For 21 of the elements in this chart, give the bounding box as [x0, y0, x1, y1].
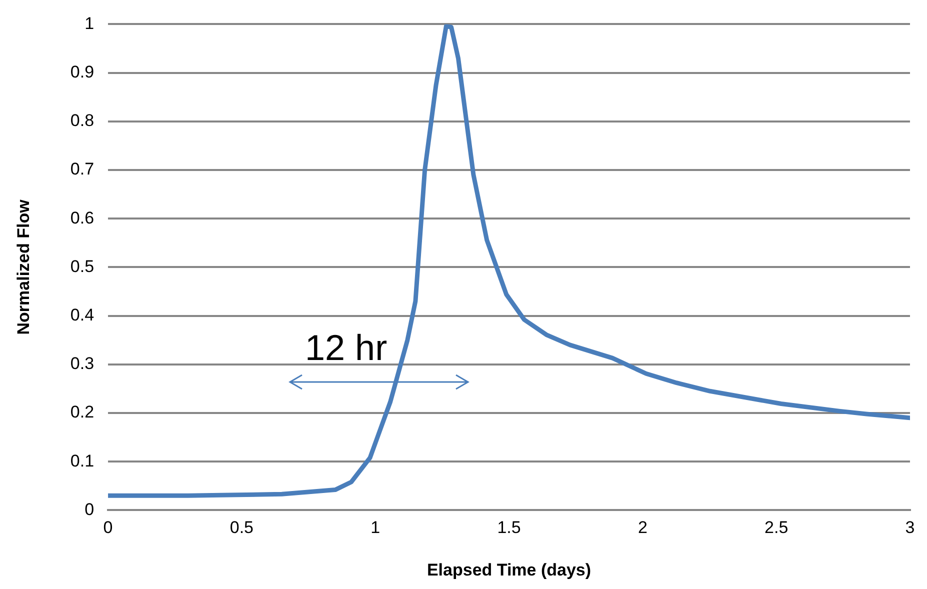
x-tick-label: 2 [638, 518, 648, 538]
y-tick-label: 0.5 [70, 256, 94, 276]
y-tick-label: 0 [84, 500, 94, 519]
y-axis-title: Normalized Flow [14, 198, 33, 335]
y-tick-label: 0.2 [70, 402, 94, 422]
x-axis-title: Elapsed Time (days) [426, 560, 592, 580]
y-tick-label: 0.6 [70, 208, 94, 228]
y-tick-label: 0.9 [70, 62, 94, 82]
x-tick-label: 1 [370, 518, 380, 538]
y-tick-label: 0.3 [70, 354, 94, 374]
y-tick-label: 0.4 [70, 305, 94, 324]
x-tick-label: 2.5 [764, 518, 788, 538]
y-tick-label: 0.7 [70, 160, 94, 179]
annotation: 12 hr [305, 327, 388, 368]
y-tick-label: 0.8 [70, 111, 94, 130]
y-tick-label: 0.1 [70, 451, 94, 470]
x-tick-label: 0.5 [230, 518, 254, 538]
x-tick-label: 3 [905, 518, 915, 538]
y-tick-label: 1 [84, 14, 94, 33]
x-tick-label: 1.5 [497, 518, 521, 538]
x-tick-label: 0 [103, 518, 113, 538]
